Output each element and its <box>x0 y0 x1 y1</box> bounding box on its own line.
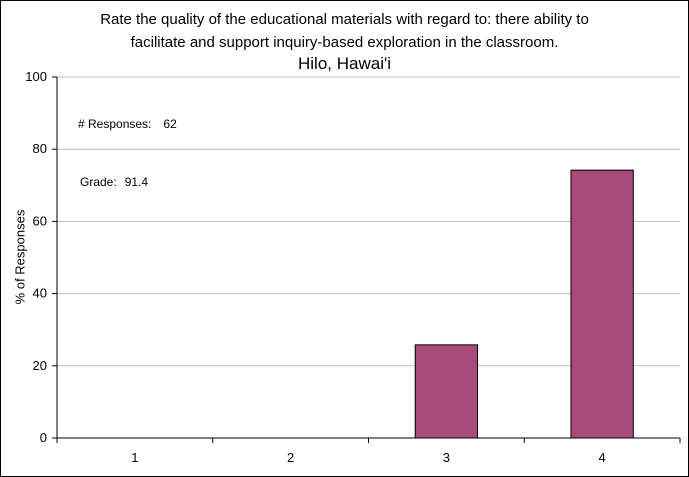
bar-3 <box>414 344 479 439</box>
chart-subtitle: Hilo, Hawai'i <box>298 54 391 73</box>
y-tick-label: 80 <box>33 141 47 156</box>
y-tick-label: 60 <box>33 213 47 228</box>
x-tick-label: 4 <box>599 450 606 465</box>
grade-label: Grade: <box>80 175 117 189</box>
x-tick-label: 1 <box>131 450 138 465</box>
responses-annotation: # Responses: 62 <box>78 117 177 131</box>
chart-title-line-1: Rate the quality of the educational mate… <box>100 11 589 28</box>
chart-title-line-2: facilitate and support inquiry-based exp… <box>130 34 559 51</box>
responses-value: 62 <box>163 117 177 131</box>
grade-value: 91.4 <box>124 175 149 189</box>
x-tick-label: 2 <box>287 450 294 465</box>
bar-4 <box>570 169 634 439</box>
y-tick-label: 100 <box>25 69 47 84</box>
y-tick-label: 0 <box>40 430 47 445</box>
responses-label: # Responses: <box>78 117 152 131</box>
x-tick-label: 3 <box>443 450 450 465</box>
y-tick-label: 40 <box>33 286 47 301</box>
grade-annotation: Grade: 91.4 <box>80 175 148 189</box>
y-tick-label: 20 <box>33 358 47 373</box>
